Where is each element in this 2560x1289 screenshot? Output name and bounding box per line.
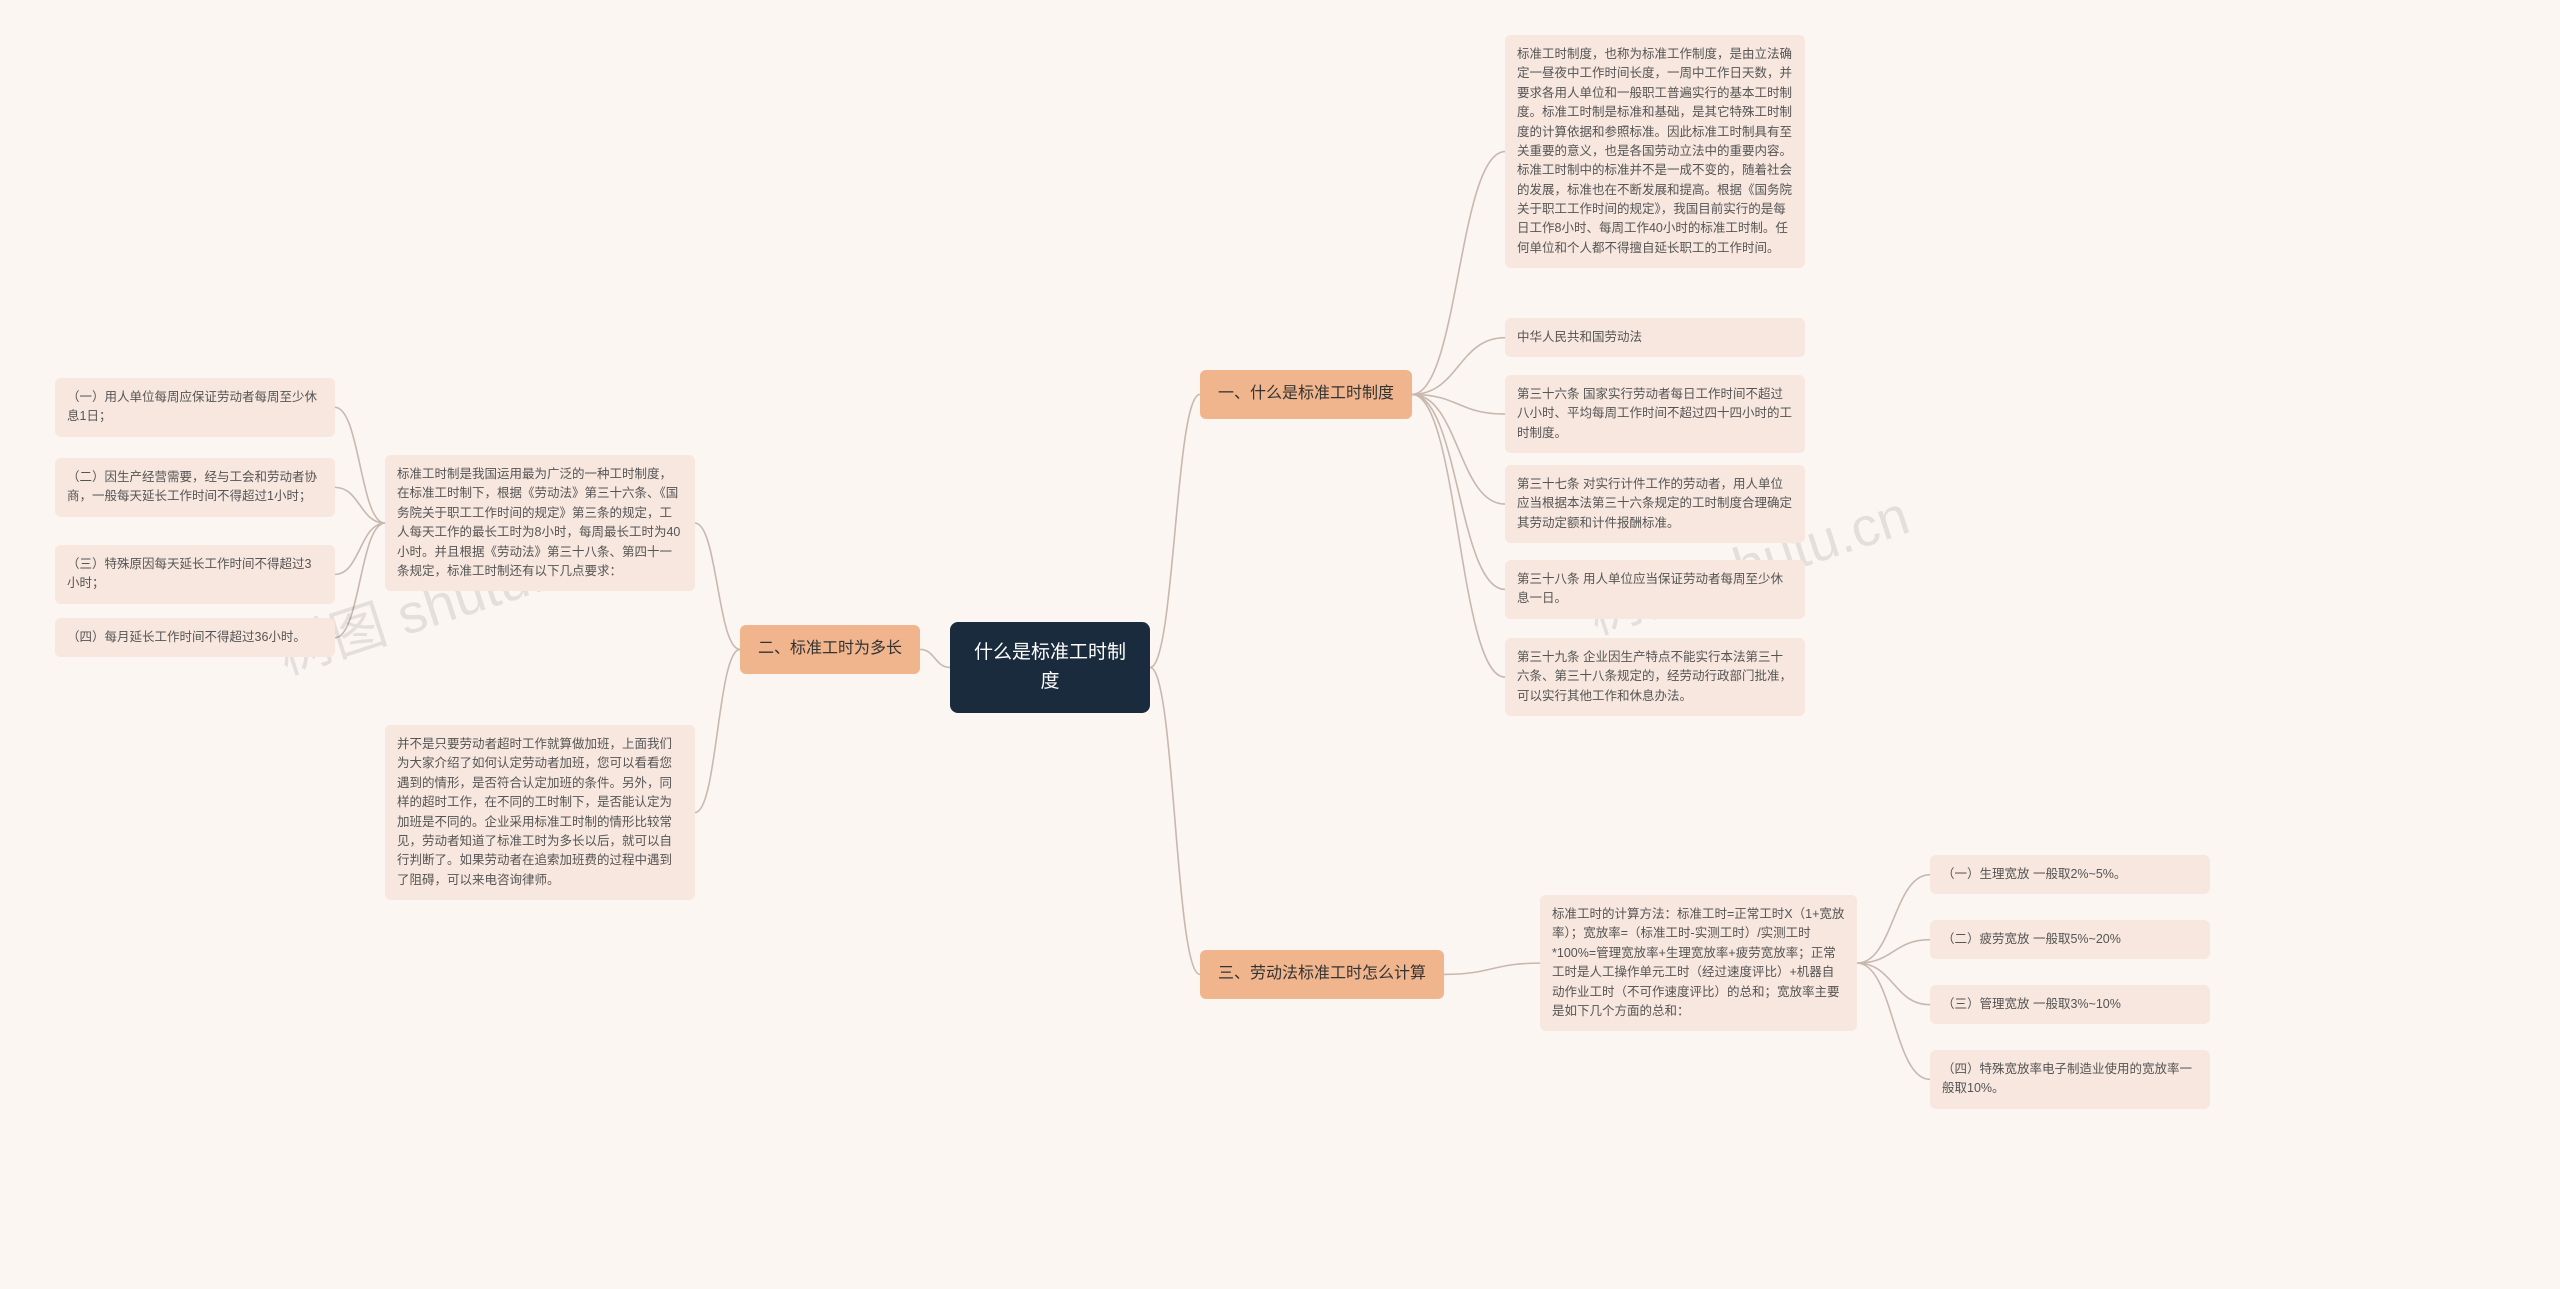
branch-2[interactable]: 二、标准工时为多长 bbox=[740, 625, 920, 674]
branch-1[interactable]: 一、什么是标准工时制度 bbox=[1200, 370, 1412, 419]
b3-leaf-2: （三）管理宽放 一般取3%~10% bbox=[1930, 985, 2210, 1024]
b1-leaf-2: 第三十六条 国家实行劳动者每日工作时间不超过八小时、平均每周工作时间不超过四十四… bbox=[1505, 375, 1805, 453]
b3-leaf-1: （二）疲劳宽放 一般取5%~20% bbox=[1930, 920, 2210, 959]
b2-leaf-3: （四）每月延长工作时间不得超过36小时。 bbox=[55, 618, 335, 657]
branch-3[interactable]: 三、劳动法标准工时怎么计算 bbox=[1200, 950, 1444, 999]
root-node[interactable]: 什么是标准工时制度 bbox=[950, 622, 1150, 713]
b1-leaf-4: 第三十八条 用人单位应当保证劳动者每周至少休息一日。 bbox=[1505, 560, 1805, 619]
b1-leaf-3: 第三十七条 对实行计件工作的劳动者，用人单位应当根据本法第三十六条规定的工时制度… bbox=[1505, 465, 1805, 543]
b2-leaf-2: （三）特殊原因每天延长工作时间不得超过3小时； bbox=[55, 545, 335, 604]
b2-mid-1: 并不是只要劳动者超时工作就算做加班，上面我们为大家介绍了如何认定劳动者加班，您可… bbox=[385, 725, 695, 900]
b1-leaf-1: 中华人民共和国劳动法 bbox=[1505, 318, 1805, 357]
b2-leaf-0: （一）用人单位每周应保证劳动者每周至少休息1日； bbox=[55, 378, 335, 437]
b3-leaf-3: （四）特殊宽放率电子制造业使用的宽放率一般取10%。 bbox=[1930, 1050, 2210, 1109]
b1-leaf-5: 第三十九条 企业因生产特点不能实行本法第三十六条、第三十八条规定的，经劳动行政部… bbox=[1505, 638, 1805, 716]
b2-leaf-1: （二）因生产经营需要，经与工会和劳动者协商，一般每天延长工作时间不得超过1小时； bbox=[55, 458, 335, 517]
b3-mid: 标准工时的计算方法：标准工时=正常工时X（1+宽放率）；宽放率=（标准工时-实测… bbox=[1540, 895, 1857, 1031]
b1-leaf-0: 标准工时制度，也称为标准工作制度，是由立法确定一昼夜中工作时间长度，一周中工作日… bbox=[1505, 35, 1805, 268]
b2-mid-0: 标准工时制是我国运用最为广泛的一种工时制度，在标准工时制下，根据《劳动法》第三十… bbox=[385, 455, 695, 591]
b3-leaf-0: （一）生理宽放 一般取2%~5%。 bbox=[1930, 855, 2210, 894]
